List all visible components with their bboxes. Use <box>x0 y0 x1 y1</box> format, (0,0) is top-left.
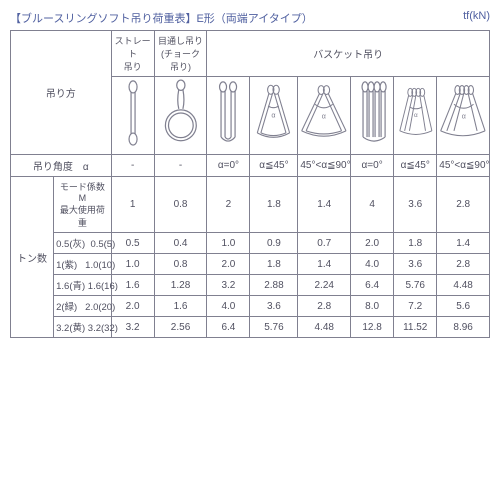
cell: 3.6 <box>394 254 437 275</box>
cell: 2.88 <box>250 275 298 296</box>
cell: 1.0 <box>207 233 250 254</box>
diagram-basket2-45: α <box>394 77 437 155</box>
cell: 2.0 <box>207 254 250 275</box>
cell: 1.4 <box>298 254 351 275</box>
cell: 4.48 <box>437 275 490 296</box>
table-row: 2(緑) 2.0(20) 2.0 1.6 4.0 3.6 2.8 8.0 7.2… <box>11 296 490 317</box>
mode-header: モード係数M 最大使用荷重 <box>54 177 111 233</box>
cell: 3.2 <box>207 275 250 296</box>
diagram-basket-90: α <box>298 77 351 155</box>
table-row: 1(紫) 1.0(10) 1.0 0.8 2.0 1.8 1.4 4.0 3.6… <box>11 254 490 275</box>
ton-cell: 3.2(黄) 3.2(32) <box>54 317 111 338</box>
mode-6: 3.6 <box>394 177 437 233</box>
mode-0: 1 <box>111 177 154 233</box>
cell: 4.48 <box>298 317 351 338</box>
cell: 1.28 <box>154 275 207 296</box>
cell: 0.5 <box>111 233 154 254</box>
mode-7: 2.8 <box>437 177 490 233</box>
cell: 8.0 <box>351 296 394 317</box>
tons-header: トン数 <box>11 177 54 338</box>
angle-b1-0: α=0° <box>207 155 250 177</box>
title-row: 【ブルースリングソフト吊り荷重表】E形（両端アイタイプ） tf(kN) <box>10 10 490 26</box>
straight-header: ストレート 吊り <box>111 31 154 77</box>
cell: 0.4 <box>154 233 207 254</box>
cell: 2.56 <box>154 317 207 338</box>
choke-header: 目通し吊り (チョーク吊り) <box>154 31 207 77</box>
ton-cell: 0.5(灰) 0.5(5) <box>54 233 111 254</box>
howto-header: 吊り方 <box>11 31 112 155</box>
title: 【ブルースリングソフト吊り荷重表】E形（両端アイタイプ） <box>10 10 313 26</box>
diagram-basket2-0 <box>351 77 394 155</box>
mode-4: 1.4 <box>298 177 351 233</box>
mode-1: 0.8 <box>154 177 207 233</box>
cell: 2.24 <box>298 275 351 296</box>
mode-3: 1.8 <box>250 177 298 233</box>
cell: 1.6 <box>154 296 207 317</box>
cell: 5.76 <box>394 275 437 296</box>
cell: 2.0 <box>111 296 154 317</box>
cell: 1.8 <box>394 233 437 254</box>
svg-text:α: α <box>272 112 276 120</box>
table-row: 1.6(青) 1.6(16) 1.6 1.28 3.2 2.88 2.24 6.… <box>11 275 490 296</box>
table-row: 3.2(黄) 3.2(32) 3.2 2.56 6.4 5.76 4.48 12… <box>11 317 490 338</box>
cell: 4.0 <box>207 296 250 317</box>
cell: 1.4 <box>437 233 490 254</box>
angle-b2-0: α=0° <box>351 155 394 177</box>
ton-cell: 1.6(青) 1.6(16) <box>54 275 111 296</box>
cell: 1.8 <box>250 254 298 275</box>
load-table: 吊り方 ストレート 吊り 目通し吊り (チョーク吊り) バスケット吊り <box>10 30 490 338</box>
angle-b2-45: α≦45° <box>394 155 437 177</box>
unit: tf(kN) <box>463 10 490 26</box>
cell: 6.4 <box>207 317 250 338</box>
cell: 6.4 <box>351 275 394 296</box>
cell: 2.8 <box>298 296 351 317</box>
angle-b1-45: α≦45° <box>250 155 298 177</box>
cell: 7.2 <box>394 296 437 317</box>
angle-straight: - <box>111 155 154 177</box>
cell: 0.9 <box>250 233 298 254</box>
angle-choke: - <box>154 155 207 177</box>
diagram-basket2-90: α <box>437 77 490 155</box>
ton-cell: 2(緑) 2.0(20) <box>54 296 111 317</box>
cell: 8.96 <box>437 317 490 338</box>
diagram-basket-45: α <box>250 77 298 155</box>
ton-cell: 1(紫) 1.0(10) <box>54 254 111 275</box>
diagram-choke <box>154 77 207 155</box>
cell: 1.0 <box>111 254 154 275</box>
cell: 4.0 <box>351 254 394 275</box>
basket-header: バスケット吊り <box>207 31 490 77</box>
mode-2: 2 <box>207 177 250 233</box>
cell: 12.8 <box>351 317 394 338</box>
diagram-straight <box>111 77 154 155</box>
cell: 0.7 <box>298 233 351 254</box>
angle-label: 吊り角度 α <box>11 155 112 177</box>
cell: 0.8 <box>154 254 207 275</box>
cell: 11.52 <box>394 317 437 338</box>
cell: 3.6 <box>250 296 298 317</box>
table-row: 0.5(灰) 0.5(5) 0.5 0.4 1.0 0.9 0.7 2.0 1.… <box>11 233 490 254</box>
svg-text:α: α <box>414 112 418 119</box>
svg-text:α: α <box>322 112 326 120</box>
mode-5: 4 <box>351 177 394 233</box>
cell: 5.6 <box>437 296 490 317</box>
cell: 5.76 <box>250 317 298 338</box>
svg-text:α: α <box>462 112 466 120</box>
cell: 2.0 <box>351 233 394 254</box>
angle-b1-90: 45°<α≦90° <box>298 155 351 177</box>
angle-b2-90: 45°<α≦90° <box>437 155 490 177</box>
diagram-basket-0 <box>207 77 250 155</box>
cell: 2.8 <box>437 254 490 275</box>
